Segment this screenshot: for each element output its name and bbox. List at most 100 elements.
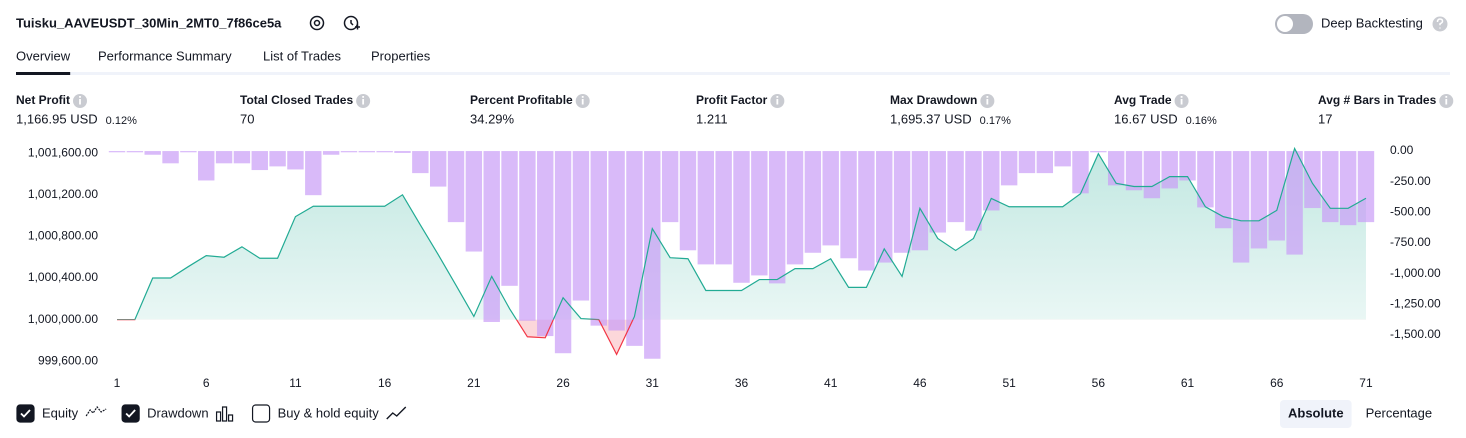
- stat-label: Total Closed Trades: [240, 93, 353, 107]
- stat-value: 1.211: [696, 111, 728, 126]
- drawdown-icon: [221, 406, 228, 422]
- stat-label: Max Drawdown: [890, 93, 977, 107]
- drawdown-bar: [751, 151, 768, 276]
- drawdown-bar: [983, 151, 1000, 211]
- drawdown-bar: [251, 151, 268, 171]
- x-tick-label: 56: [1092, 376, 1106, 390]
- stat-label: Percent Profitable: [470, 93, 573, 107]
- x-tick-label: 21: [467, 376, 481, 390]
- info-icon-glyph: [986, 99, 989, 105]
- view-button[interactable]: [1280, 400, 1352, 428]
- equity-area: [117, 148, 1366, 320]
- x-tick-label: 6: [203, 376, 210, 390]
- stat-value: 1,166.95 USD: [16, 111, 98, 126]
- tab[interactable]: Performance Summary: [98, 48, 232, 63]
- drawdown-bar: [786, 151, 804, 265]
- equity-icon: [85, 405, 107, 417]
- drawdown-bar: [858, 151, 875, 271]
- drawdown-bar: [572, 151, 590, 301]
- y-tick-label: 1,000,000.00: [28, 312, 98, 326]
- drawdown-bar: [537, 151, 554, 337]
- drawdown-icon: [215, 411, 222, 422]
- x-tick-label: 46: [913, 376, 927, 390]
- drawdown-bar: [1357, 151, 1375, 223]
- drawdown-bar: [162, 151, 179, 164]
- info-icon-glyph: [581, 99, 584, 105]
- drawdown-bar: [1107, 151, 1125, 186]
- tab-divider: [16, 72, 1450, 75]
- drawdown-bar: [608, 151, 625, 331]
- checkbox[interactable]: [251, 404, 271, 423]
- y-tick-label: 1,000,800.00: [28, 229, 98, 243]
- drawdown-bar: [1197, 151, 1214, 208]
- info-icon-glyph: [79, 99, 81, 105]
- drawdown-bar: [233, 151, 251, 164]
- stat-label: Profit Factor: [696, 93, 768, 107]
- y2-tick-label: -1,000.00: [1390, 266, 1441, 280]
- drawdown-bar: [287, 151, 304, 170]
- drawdown-bar: [644, 151, 661, 359]
- checkbox-check: [125, 409, 136, 418]
- drawdown-bar: [965, 151, 982, 231]
- drawdown-bar: [733, 151, 750, 283]
- y2-tick-label: -500.00: [1390, 204, 1431, 218]
- drawdown-bar: [840, 151, 857, 259]
- drawdown-bar: [394, 151, 411, 153]
- y-tick-label: 999,600.00: [38, 353, 98, 367]
- stat-percent: 0.17%: [980, 115, 1011, 127]
- stat-value: 17: [1318, 111, 1332, 126]
- drawdown-bar: [1232, 151, 1250, 263]
- drawdown-bar: [1125, 151, 1143, 191]
- checkbox[interactable]: [16, 404, 35, 423]
- drawdown-bar: [198, 151, 215, 181]
- drawdown-bar: [1054, 151, 1071, 167]
- info-icon-glyph: [776, 96, 779, 98]
- checkbox[interactable]: [121, 404, 140, 423]
- drawdown-bar: [1304, 151, 1321, 209]
- tab[interactable]: Properties: [371, 48, 431, 63]
- stat-label: Avg # Bars in Trades: [1318, 93, 1437, 107]
- drawdown-bar: [126, 151, 144, 153]
- settings-icon[interactable]: [309, 15, 325, 31]
- drawdown-bar: [1143, 151, 1161, 199]
- x-tick-label: 41: [824, 376, 838, 390]
- strategy-title: Tuisku_AAVEUSDT_30Min_2MT0_7f86ce5a: [16, 15, 282, 30]
- drawdown-bar: [911, 151, 929, 251]
- drawdown-bar: [1000, 151, 1018, 186]
- drawdown-bar: [519, 151, 536, 321]
- info-icon-glyph: [1445, 99, 1448, 105]
- drawdown-bar: [376, 151, 393, 153]
- drawdown-bar: [715, 151, 732, 265]
- drawdown-bar: [1286, 151, 1303, 255]
- drawdown-bar: [893, 151, 911, 253]
- deep-backtesting-label: Deep Backtesting: [1321, 15, 1423, 30]
- stat-value: 70: [240, 111, 254, 126]
- alert-icon[interactable]: [343, 15, 361, 31]
- y-tick-label: 1,001,600.00: [28, 145, 98, 159]
- drawdown-bar: [697, 151, 715, 265]
- x-tick-label: 16: [378, 376, 392, 390]
- drawdown-bar: [768, 151, 786, 284]
- drawdown-bar: [358, 151, 376, 153]
- tab[interactable]: Overview: [16, 48, 71, 63]
- y2-tick-label: -1,250.00: [1390, 296, 1441, 310]
- info-icon-glyph: [79, 96, 81, 98]
- info-icon-glyph: [1445, 96, 1448, 98]
- drawdown-bar: [929, 151, 946, 233]
- y2-tick-label: -1,500.00: [1390, 327, 1441, 341]
- drawdown-bar: [215, 151, 233, 164]
- legend-label: Equity: [42, 405, 79, 420]
- legend-label: Buy & hold equity: [278, 405, 380, 420]
- drawdown-bar: [269, 151, 286, 167]
- deep-backtesting-toggle[interactable]: [1275, 14, 1313, 34]
- info-icon-glyph: [362, 99, 365, 105]
- tab-active-underline: [16, 72, 71, 75]
- drawdown-bar: [1339, 151, 1357, 226]
- drawdown-bar: [144, 151, 161, 155]
- drawdown-bar: [447, 151, 465, 223]
- drawdown-icon: [227, 414, 234, 422]
- tab[interactable]: List of Trades: [263, 48, 342, 63]
- info-icon-glyph: [1180, 99, 1183, 105]
- drawdown-bar: [1090, 151, 1107, 153]
- help-icon[interactable]: [1432, 16, 1448, 32]
